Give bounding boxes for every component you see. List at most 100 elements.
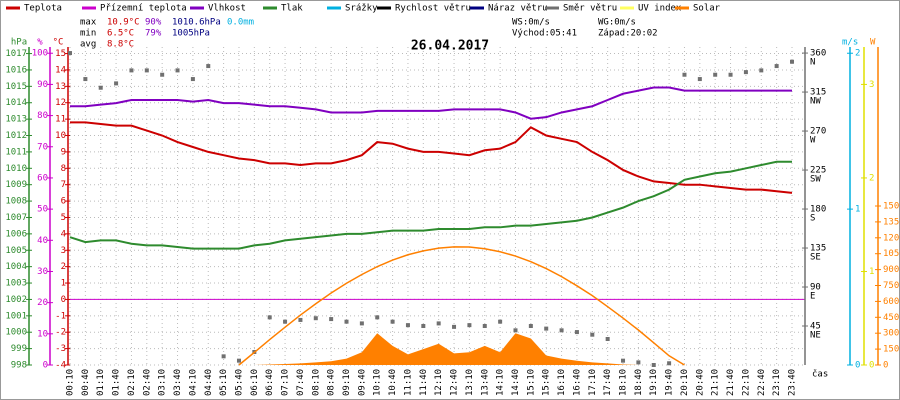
direction-point [206,64,211,69]
tick-label: -1 [55,311,66,321]
direction-point [713,72,718,77]
x-tick-label: 17:40 [603,369,613,396]
stat-text: 10.9°C [107,18,140,28]
direction-point [743,70,748,75]
tick-label: 1050 [883,249,900,259]
series-line [70,121,793,194]
direction-point [98,85,103,90]
direction-point [221,354,226,359]
compass-label: W [810,136,816,146]
tick-label: 1200 [883,233,900,243]
tick-label: 3 [61,246,66,256]
tick-label: 999 [11,344,27,354]
x-tick-label: 11:10 [403,369,413,396]
direction-point [359,321,364,326]
tick-label: 0 [43,361,48,371]
tick-label: 270 [810,127,826,137]
direction-point [636,360,641,365]
legend-label: Srážky [345,4,378,14]
tick-label: 45 [810,322,821,332]
x-tick-label: 01:10 [96,369,106,396]
x-axis-label: čas [812,369,828,380]
x-tick-label: 18:40 [634,369,644,396]
wind-text: WG:0m/s [598,18,636,28]
direction-point [467,323,472,328]
stat-text: 6.5°C [107,29,134,39]
x-tick-label: 13:10 [465,369,475,396]
tick-label: 750 [883,281,899,291]
tick-label: 315 [810,88,826,98]
tick-label: 80 [37,111,48,121]
tick-label: 1003 [5,279,27,289]
tick-label: 70 [37,142,48,152]
tick-label: 225 [810,166,826,176]
direction-point [528,324,533,329]
tick-label: 1 [869,267,874,277]
legend-label: Teplota [24,4,62,14]
tick-label: 90 [37,80,48,90]
x-tick-label: 06:10 [250,369,260,396]
tick-label: 180 [810,205,826,215]
x-tick-label: 03:40 [173,369,183,396]
chart-title: 26.04.2017 [411,39,489,54]
x-tick-label: 22:10 [741,369,751,396]
series-area [70,333,792,365]
tick-label: 1013 [5,115,27,125]
tick-label: 1 [61,279,66,289]
tick-label: 1012 [5,131,27,141]
series-line [69,160,792,250]
tick-label: 0 [869,361,874,371]
direction-point [559,328,564,333]
tick-label: 2 [61,262,66,272]
x-tick-label: 19:10 [649,369,659,396]
tick-label: 1 [855,205,860,215]
tick-label: 14 [55,65,66,75]
compass-label: S [810,214,815,224]
x-tick-label: 10:40 [388,369,398,396]
stat-text: min [80,29,96,39]
x-tick-label: 15:10 [526,369,536,396]
direction-point [68,51,72,56]
direction-point [190,77,195,82]
x-tick-label: 04:40 [204,369,214,396]
x-tick-label: 01:40 [112,369,122,396]
compass-label: SE [810,253,821,263]
legend-label: UV index [638,4,682,14]
direction-point [728,72,733,77]
tick-label: 12 [55,98,66,108]
direction-point [621,358,626,363]
compass-label: NW [810,97,821,107]
x-tick-label: 08:40 [327,369,337,396]
x-tick-label: 19:40 [665,369,675,396]
x-tick-label: 22:40 [757,369,767,396]
direction-point [498,319,503,324]
axis-label: m/s [842,38,858,48]
direction-point [421,324,426,329]
tick-label: 40 [37,236,48,246]
x-tick-label: 09:40 [357,369,367,396]
tick-label: 0 [61,295,66,305]
direction-point [144,68,149,73]
direction-point [313,316,318,321]
x-tick-label: 14:10 [496,369,506,396]
tick-label: 6 [61,197,66,207]
tick-label: 0 [855,361,860,371]
compass-label: E [810,292,815,302]
tick-label: 30 [37,267,48,277]
x-tick-label: 00:40 [81,369,91,396]
legend-label: Směr větru [563,4,617,14]
compass-label: NE [810,331,821,341]
x-tick-label: 21:10 [711,369,721,396]
tick-label: 4 [61,229,66,239]
tick-label: 998 [11,361,27,371]
x-tick-label: 12:10 [434,369,444,396]
x-tick-label: 20:40 [695,369,705,396]
x-tick-label: 14:40 [511,369,521,396]
tick-label: 15 [55,49,66,59]
stat-text: 90% [145,18,162,28]
tick-label: 1016 [5,65,27,75]
tick-label: 360 [810,49,826,59]
tick-label: 13 [55,82,66,92]
